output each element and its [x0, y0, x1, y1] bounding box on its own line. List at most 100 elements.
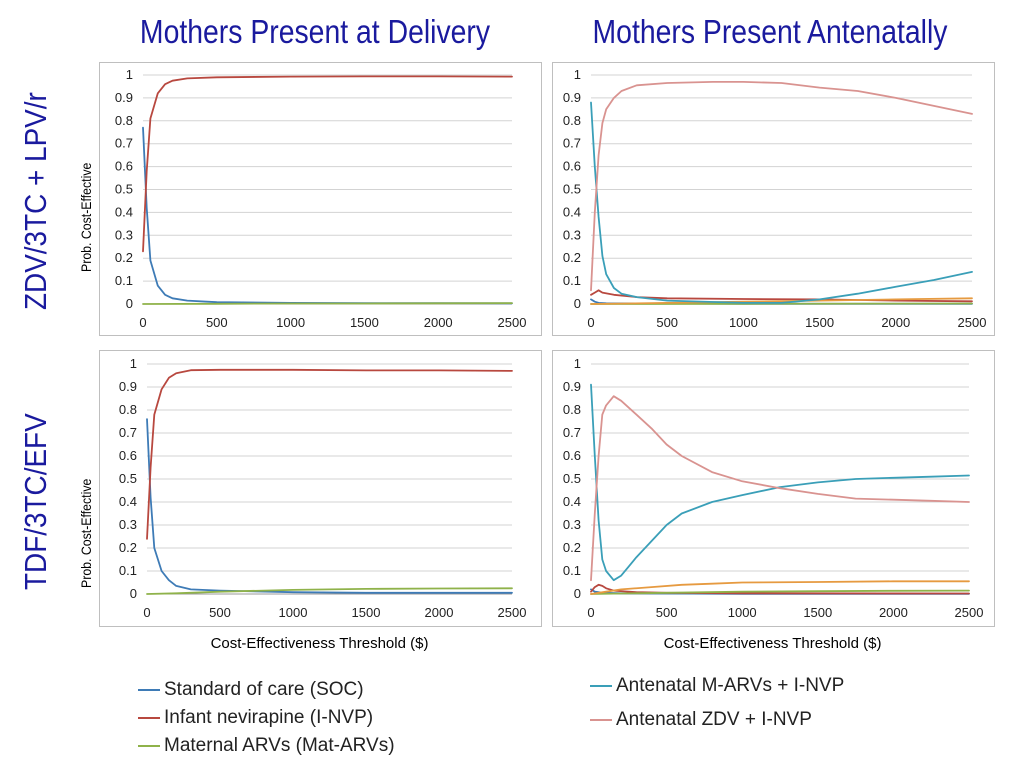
legend-label-zdv: Antenatal ZDV + I-NVP [616, 709, 812, 730]
x-tick-label-1: 500 [656, 605, 678, 620]
x-tick-label-3: 1500 [352, 605, 381, 620]
y-tick-label-1: 0.1 [563, 273, 581, 288]
legend-swatch-zdv [590, 719, 612, 721]
y-tick-label-5: 0.5 [563, 182, 581, 197]
series-line-mat [146, 587, 513, 595]
legend-label-marv: Antenatal M-ARVs + I-NVP [616, 675, 845, 696]
y-axis-label-bottom: Prob. Cost-Effective [78, 478, 94, 588]
series-line-marv [590, 383, 970, 582]
y-tick-label-6: 0.6 [119, 448, 137, 463]
y-tick-label-10: 1 [130, 356, 137, 371]
x-tick-label-0: 0 [139, 315, 146, 330]
x-tick-label-4: 2000 [425, 605, 454, 620]
y-tick-label-6: 0.6 [563, 448, 581, 463]
x-tick-label-1: 500 [206, 315, 228, 330]
y-tick-label-0: 0 [574, 586, 581, 601]
column-title-delivery: Mothers Present at Delivery [139, 13, 491, 50]
row-title-zdv: ZDV/3TC + LPV/r [18, 92, 53, 310]
x-axis-label-left: Cost-Effectiveness Threshold ($) [210, 635, 429, 652]
y-tick-label-7: 0.7 [115, 136, 133, 151]
y-tick-label-5: 0.5 [115, 182, 133, 197]
x-tick-label-2: 1000 [728, 605, 757, 620]
legend-swatch-invp [138, 717, 160, 719]
chart-panel-bottom-left: 0 0.1 0.2 0.3 0.4 0.5 0.6 0.7 0.8 0.9 1 0 500 1000 150… [99, 350, 542, 627]
y-tick-label-7: 0.7 [119, 425, 137, 440]
y-tick-label-8: 0.8 [115, 113, 133, 128]
y-tick-label-1: 0.1 [115, 273, 133, 288]
y-tick-label-2: 0.2 [563, 540, 581, 555]
y-tick-label-8: 0.8 [563, 402, 581, 417]
chart-svg-bottom-right: 0 0.1 0.2 0.3 0.4 0.5 0.6 0.7 0.8 0.9 1 0 500 1000 150… [563, 356, 984, 620]
y-tick-label-1: 0.1 [119, 563, 137, 578]
series-line-zdv [590, 81, 973, 292]
series-line-invp [142, 75, 513, 253]
y-tick-label-6: 0.6 [115, 159, 133, 174]
chart-panel-bottom-right: 0 0.1 0.2 0.3 0.4 0.5 0.6 0.7 0.8 0.9 1 0 500 1000 150… [552, 350, 995, 627]
legend-swatch-mat [138, 745, 160, 747]
x-tick-label-1: 500 [656, 315, 678, 330]
chart-panel-top-right: 0 0.1 0.2 0.3 0.4 0.5 0.6 0.7 0.8 0.9 1 0 500 1000 150… [552, 62, 995, 336]
x-tick-label-5: 2500 [498, 605, 527, 620]
x-tick-label-2: 1000 [729, 315, 758, 330]
x-tick-label-2: 1000 [276, 315, 305, 330]
chart-panel-top-left: 0 0.1 0.2 0.3 0.4 0.5 0.6 0.7 0.8 0.9 1 0 500 1000 150… [99, 62, 542, 336]
y-tick-label-4: 0.4 [563, 204, 581, 219]
chart-svg-bottom-left: 0 0.1 0.2 0.3 0.4 0.5 0.6 0.7 0.8 0.9 1 0 500 1000 150… [119, 356, 527, 620]
series-line-soc [146, 418, 513, 594]
y-tick-label-2: 0.2 [119, 540, 137, 555]
series-line-mat [142, 302, 513, 305]
y-tick-label-9: 0.9 [115, 90, 133, 105]
y-tick-label-0: 0 [574, 296, 581, 311]
y-tick-label-10: 1 [574, 356, 581, 371]
x-tick-label-3: 1500 [350, 315, 379, 330]
legend-label-soc: Standard of care (SOC) [164, 679, 364, 700]
column-title-antenatal: Mothers Present Antenatally [592, 13, 948, 50]
x-tick-label-0: 0 [587, 315, 594, 330]
chart-svg-top-left: 0 0.1 0.2 0.3 0.4 0.5 0.6 0.7 0.8 0.9 1 0 500 1000 150… [115, 67, 527, 330]
y-tick-label-10: 1 [126, 67, 133, 82]
y-tick-label-3: 0.3 [563, 227, 581, 242]
series-line-zdv [590, 395, 970, 582]
series-line-mat [590, 589, 970, 595]
x-tick-label-5: 2500 [958, 315, 987, 330]
y-tick-label-4: 0.4 [115, 204, 133, 219]
x-tick-label-4: 2000 [424, 315, 453, 330]
x-tick-label-3: 1500 [803, 605, 832, 620]
legend-swatch-marv [590, 685, 612, 687]
y-tick-label-1: 0.1 [563, 563, 581, 578]
y-tick-label-4: 0.4 [119, 494, 137, 509]
y-tick-label-9: 0.9 [119, 379, 137, 394]
x-axis-label-right: Cost-Effectiveness Threshold ($) [663, 635, 882, 652]
y-tick-label-0: 0 [130, 586, 137, 601]
y-tick-label-10: 1 [574, 67, 581, 82]
y-tick-label-4: 0.4 [563, 494, 581, 509]
y-tick-label-3: 0.3 [563, 517, 581, 532]
row-title-tdf: TDF/3TC/EFV [18, 413, 53, 590]
series-line-marv [590, 101, 973, 304]
chart-svg-top-right: 0 0.1 0.2 0.3 0.4 0.5 0.6 0.7 0.8 0.9 1 0 500 1000 150… [563, 67, 987, 330]
y-tick-label-2: 0.2 [563, 250, 581, 265]
x-tick-label-5: 2500 [955, 605, 984, 620]
y-tick-label-7: 0.7 [563, 136, 581, 151]
series-line-invp [146, 368, 513, 540]
legend-label-invp: Infant nevirapine (I-NVP) [164, 707, 374, 728]
series-line-other [590, 580, 970, 595]
y-tick-label-8: 0.8 [119, 402, 137, 417]
y-tick-label-5: 0.5 [119, 471, 137, 486]
x-tick-label-0: 0 [143, 605, 150, 620]
legend-label-mat: Maternal ARVs (Mat-ARVs) [164, 735, 395, 756]
x-tick-label-3: 1500 [805, 315, 834, 330]
y-tick-label-9: 0.9 [563, 90, 581, 105]
y-axis-label-top: Prob. Cost-Effective [78, 162, 94, 272]
y-tick-label-8: 0.8 [563, 113, 581, 128]
y-tick-label-2: 0.2 [115, 250, 133, 265]
y-tick-label-0: 0 [126, 296, 133, 311]
y-tick-label-3: 0.3 [119, 517, 137, 532]
x-tick-label-4: 2000 [881, 315, 910, 330]
x-tick-label-2: 1000 [279, 605, 308, 620]
y-tick-label-6: 0.6 [563, 159, 581, 174]
x-tick-label-1: 500 [209, 605, 231, 620]
series-line-soc [142, 126, 513, 305]
x-tick-label-0: 0 [587, 605, 594, 620]
y-tick-label-5: 0.5 [563, 471, 581, 486]
